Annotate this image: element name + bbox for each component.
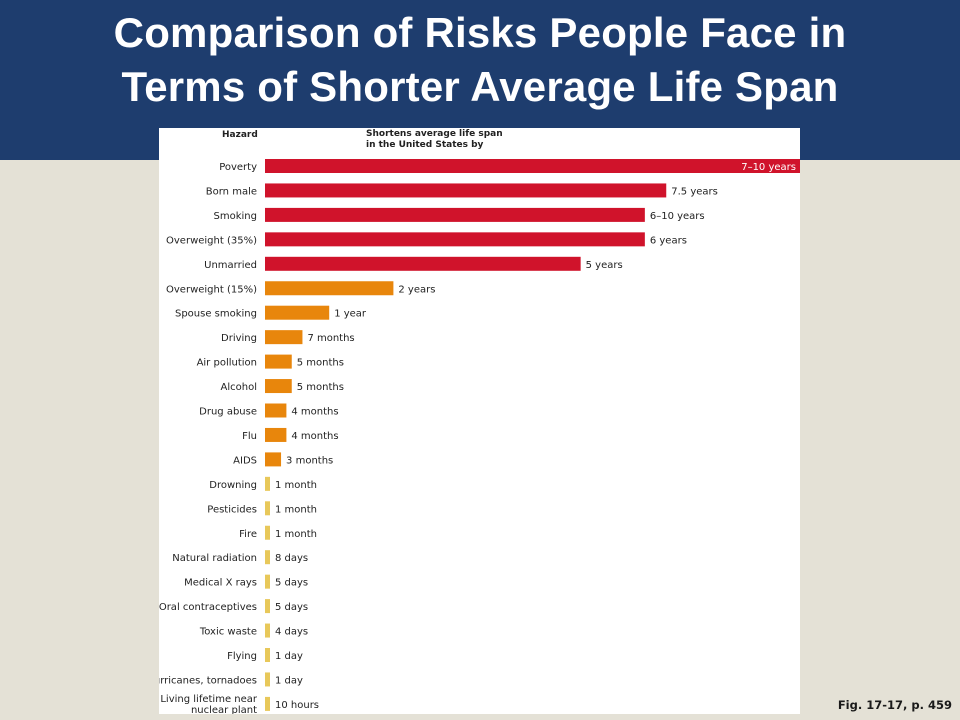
value-label: 3 months bbox=[286, 455, 333, 466]
title-line-2: Terms of Shorter Average Life Span bbox=[121, 63, 839, 110]
category-label: Drug abuse bbox=[199, 407, 257, 418]
bar bbox=[265, 256, 581, 271]
bar bbox=[265, 281, 394, 296]
column-header-shortens: Shortens average life span bbox=[366, 129, 503, 139]
value-label: 6 years bbox=[650, 235, 687, 246]
category-label: Overweight (35%) bbox=[166, 235, 257, 246]
category-label: Oral contraceptives bbox=[159, 602, 257, 613]
bar bbox=[265, 648, 270, 662]
category-label: Overweight (15%) bbox=[166, 284, 257, 295]
value-label: 5 months bbox=[297, 358, 344, 369]
value-label: 5 days bbox=[275, 578, 308, 589]
bar bbox=[265, 696, 270, 711]
category-label: Fire bbox=[239, 529, 257, 540]
bar bbox=[265, 501, 270, 516]
category-label: Born male bbox=[206, 186, 257, 197]
bar bbox=[265, 427, 287, 442]
category-label: Alcohol bbox=[221, 382, 257, 393]
value-label: 5 years bbox=[586, 260, 623, 271]
category-label: Drowning bbox=[209, 480, 257, 491]
chart-panel: Hazard Shortens average life span in the U… bbox=[159, 128, 800, 714]
value-label: 4 days bbox=[275, 627, 308, 638]
title-line-1: Comparison of Risks People Face in bbox=[113, 9, 847, 56]
bar bbox=[265, 574, 270, 589]
value-label: 1 month bbox=[275, 480, 317, 491]
category-label: Hurricanes, tornadoes bbox=[159, 675, 257, 686]
category-label: Spouse smoking bbox=[175, 309, 257, 320]
value-label: 5 days bbox=[275, 602, 308, 613]
value-label: 4 months bbox=[291, 407, 338, 418]
category-label: Medical X rays bbox=[184, 578, 257, 589]
bar bbox=[265, 452, 282, 467]
category-label: Flying bbox=[227, 651, 257, 662]
value-label: 6–10 years bbox=[650, 211, 705, 222]
value-label: 4 months bbox=[291, 431, 338, 442]
value-label: 10 hours bbox=[275, 700, 319, 711]
category-label: AIDS bbox=[233, 455, 257, 466]
bar bbox=[265, 550, 270, 565]
value-label: 1 month bbox=[275, 504, 317, 515]
value-label: 1 year bbox=[334, 309, 367, 320]
value-label: 1 day bbox=[275, 675, 303, 686]
category-label: Natural radiation bbox=[172, 553, 257, 564]
bar bbox=[265, 672, 270, 687]
value-label: 8 days bbox=[275, 553, 308, 564]
category-label: Driving bbox=[221, 333, 257, 344]
value-label: 2 years bbox=[398, 284, 435, 295]
category-label: Smoking bbox=[214, 211, 257, 222]
category-label: Toxic waste bbox=[199, 627, 257, 638]
bar bbox=[265, 232, 645, 247]
value-label: 5 months bbox=[297, 382, 344, 393]
value-label: 1 month bbox=[275, 529, 317, 540]
figure-caption: Fig. 17-17, p. 459 bbox=[837, 698, 952, 712]
bar bbox=[265, 330, 303, 345]
bar bbox=[265, 159, 800, 173]
bar bbox=[265, 207, 645, 222]
bar bbox=[265, 525, 270, 540]
bar bbox=[265, 379, 292, 394]
column-header-hazard: Hazard bbox=[222, 130, 258, 140]
bar bbox=[265, 599, 270, 614]
bar bbox=[265, 403, 287, 418]
value-label: 7–10 years bbox=[741, 162, 796, 173]
value-label: 7.5 years bbox=[671, 186, 718, 197]
category-label: Flu bbox=[242, 431, 257, 442]
bar bbox=[265, 623, 270, 638]
value-label: 7 months bbox=[307, 333, 354, 344]
category-label: Pesticides bbox=[207, 504, 257, 515]
bar bbox=[265, 476, 270, 491]
slide-title: Comparison of Risks People Face in Terms… bbox=[0, 6, 960, 114]
category-label: Poverty bbox=[219, 162, 257, 173]
value-label: 1 day bbox=[275, 651, 303, 662]
bar bbox=[265, 305, 330, 320]
column-header-in-us: in the United States by bbox=[366, 140, 484, 150]
bar bbox=[265, 183, 667, 198]
category-label: Air pollution bbox=[197, 358, 257, 369]
category-label: Unmarried bbox=[204, 260, 257, 271]
category-label: Living lifetime near nuclear plant bbox=[160, 694, 258, 714]
bar bbox=[265, 354, 292, 369]
